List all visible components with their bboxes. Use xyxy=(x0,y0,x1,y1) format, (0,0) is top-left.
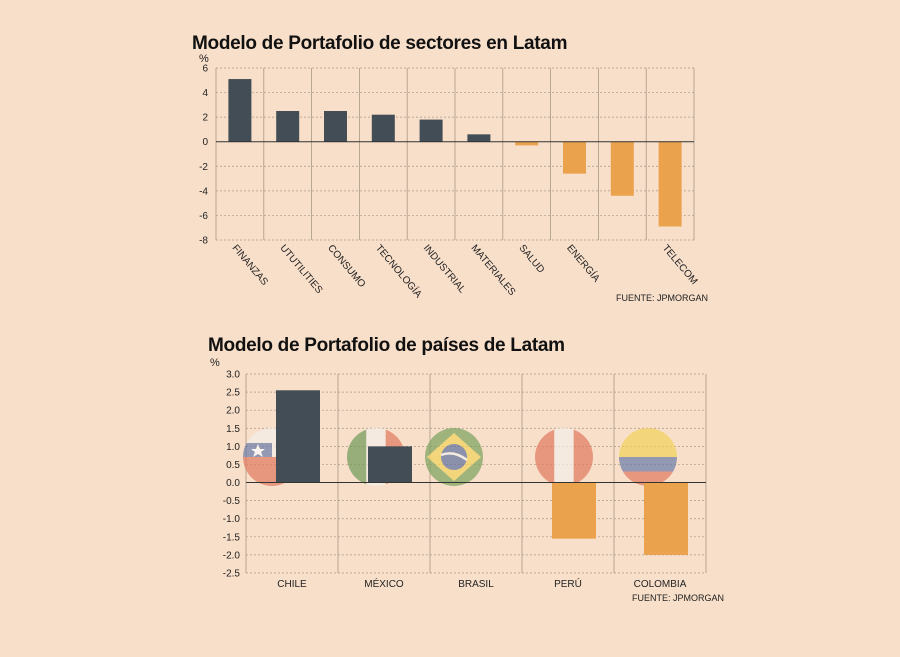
x-tick-label-peru: PERÚ xyxy=(554,577,582,590)
y-tick-label: 2 xyxy=(202,113,208,124)
bar-consumo xyxy=(324,111,347,142)
bar-category-9 xyxy=(610,141,634,196)
y-tick-label: 0.0 xyxy=(226,478,240,489)
sector-chart-source: FUENTE: JPMORGAN xyxy=(616,293,709,303)
bar-peru xyxy=(552,482,596,539)
bar-salud xyxy=(515,141,539,146)
y-tick-label: -2.5 xyxy=(223,569,241,580)
y-tick-label: -2.0 xyxy=(223,550,241,561)
y-tick-label: 1.5 xyxy=(226,424,240,435)
sector-chart-title: Modelo de Portafolio de sectores en Lata… xyxy=(192,33,568,54)
x-tick-label-chile: CHILE xyxy=(277,579,307,590)
y-tick-label: -2 xyxy=(199,162,208,173)
bar-mexico xyxy=(368,446,412,483)
y-tick-label: 4 xyxy=(202,88,208,99)
y-tick-label: 2.5 xyxy=(226,388,240,399)
colombia-flag-icon xyxy=(619,428,677,486)
country-chart-source: FUENTE: JPMORGAN xyxy=(632,593,725,603)
y-tick-label: -1.0 xyxy=(223,514,241,525)
bar-telecom xyxy=(658,141,682,227)
bar-industrial xyxy=(419,119,443,142)
bar-chile xyxy=(276,390,320,483)
y-tick-label: 2.0 xyxy=(226,406,240,417)
y-tick-label: 6 xyxy=(202,64,208,75)
y-tick-label: 0 xyxy=(202,137,208,148)
y-tick-label: -0.5 xyxy=(223,496,241,507)
bar-materiales xyxy=(467,134,491,142)
bar-colombia xyxy=(644,482,688,555)
country-chart-title: Modelo de Portafolio de países de Latam xyxy=(208,335,565,356)
bar-energia xyxy=(563,141,586,174)
y-tick-label: 3.0 xyxy=(226,370,240,381)
y-axis-unit: % xyxy=(199,53,209,65)
x-tick-label-colombia: COLOMBIA xyxy=(634,579,687,590)
x-tick-label-brasil: BRASIL xyxy=(458,579,494,590)
y-axis-unit: % xyxy=(210,357,220,369)
peru-flag-icon xyxy=(535,428,593,486)
y-tick-label: -4 xyxy=(199,186,208,197)
x-tick-label-mexico: MÉXICO xyxy=(364,577,404,590)
bar-tecnologia xyxy=(371,114,395,142)
brazil-flag-icon xyxy=(425,428,483,486)
y-tick-label: -1.5 xyxy=(223,532,241,543)
bar-ututilities xyxy=(276,111,300,142)
y-tick-label: 1.0 xyxy=(226,442,240,453)
y-tick-label: -8 xyxy=(199,236,208,247)
y-tick-label: -6 xyxy=(199,211,208,222)
bar-finanzas xyxy=(228,79,252,142)
y-tick-label: 0.5 xyxy=(226,460,240,471)
